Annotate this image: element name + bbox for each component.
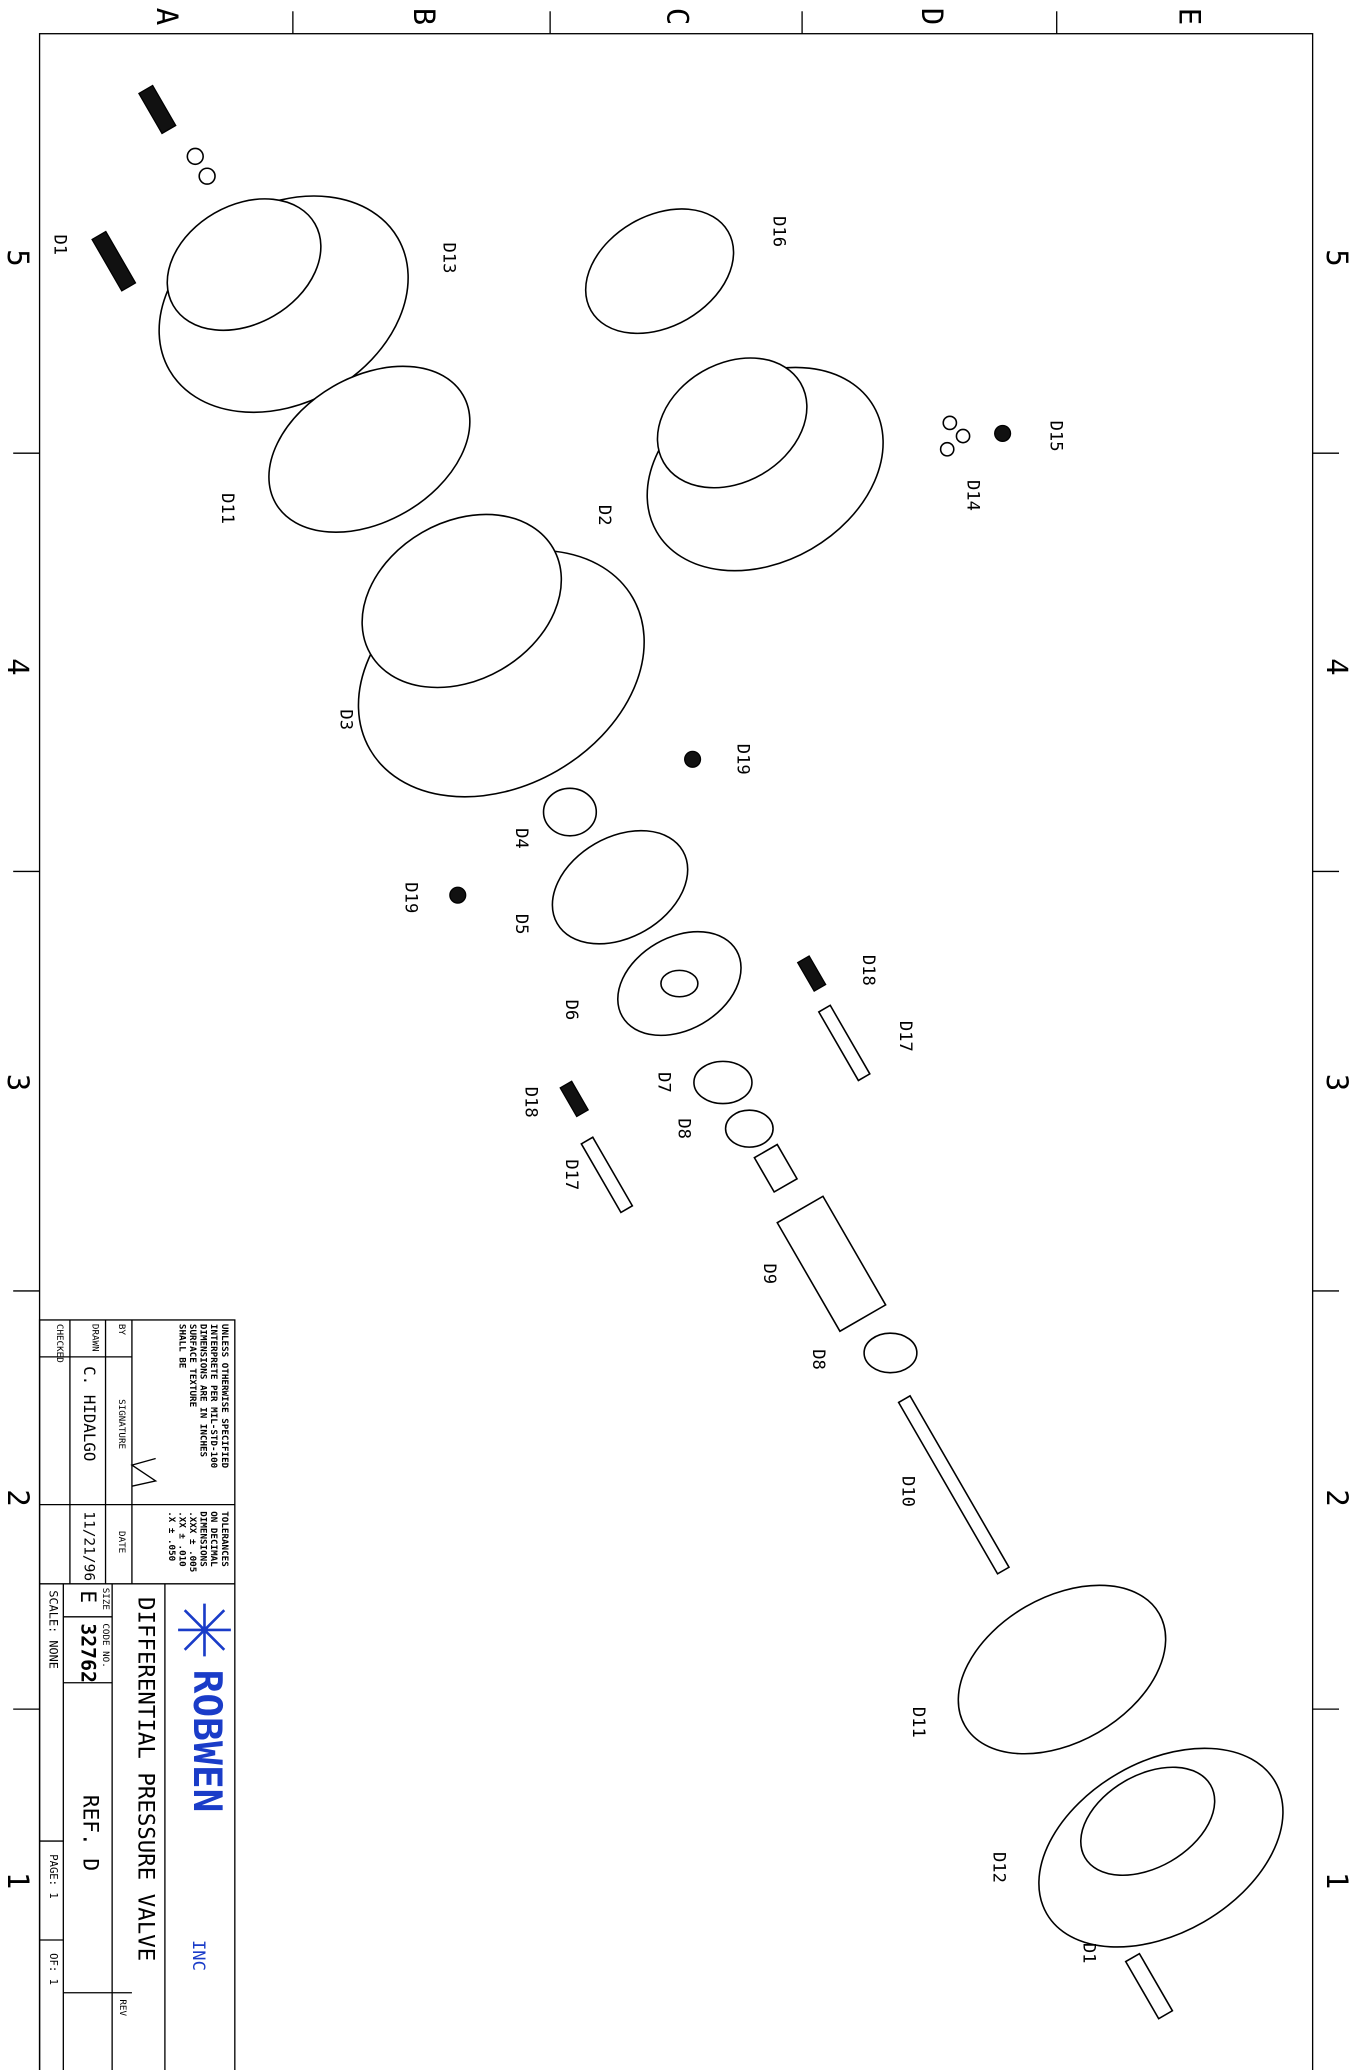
part-label: D10 [898, 1476, 918, 1507]
part-label: D11 [908, 1707, 928, 1738]
note: UNLESS OTHERWISE SPECIFIED [219, 1324, 230, 1469]
tolerance: DIMENSIONS [198, 1511, 209, 1567]
part-label: D18 [520, 1087, 540, 1118]
row-label: 3 [1320, 1074, 1354, 1091]
part-label: D9 [759, 1263, 779, 1284]
tolerance: .XXX ± .005 [187, 1511, 198, 1572]
row-label: 5 [1320, 249, 1354, 266]
header: BY [116, 1324, 127, 1336]
part-label: D15 [1045, 421, 1065, 452]
label: CHECKED [54, 1324, 65, 1363]
row-label: 2 [1320, 1489, 1354, 1506]
part-label: D2 [594, 505, 614, 526]
row-label: 4 [1, 658, 35, 675]
tolerance: .XX ± .010 [177, 1511, 188, 1567]
label: REV [117, 1999, 128, 2016]
part-label: D13 [439, 242, 459, 273]
tolerance: ON DECIMAL [208, 1511, 219, 1567]
header: DATE [116, 1531, 127, 1553]
part-label: D17 [895, 1021, 915, 1052]
row-label: 4 [1320, 658, 1354, 675]
drawing: AABBCCDDEE5544332211D1D13D16D15D14D2D11D… [0, 0, 1372, 2070]
part-label: D19 [733, 744, 753, 775]
part-label: D6 [561, 1000, 581, 1021]
page: {"border":{"columns":["A","B","C","D","E… [0, 0, 1372, 2070]
tolerance: TOLERANCES [219, 1511, 230, 1567]
note: INTERPRETE PER MIL-STD-100 [208, 1324, 219, 1468]
column-label: A [150, 8, 184, 25]
column-label: C [660, 8, 694, 25]
row-label: 1 [1, 1872, 35, 1889]
note: DIMENSIONS ARE IN INCHES [198, 1324, 209, 1457]
row-label: 2 [1, 1489, 35, 1506]
part-label: D8 [808, 1349, 828, 1370]
part-label: D5 [511, 914, 531, 935]
label: 11/21/96 [80, 1511, 96, 1581]
note: SHALL BE [177, 1324, 188, 1368]
label: REF. D [79, 1795, 104, 1871]
part-label: D16 [768, 216, 788, 247]
row-label: 1 [1320, 1872, 1354, 1889]
row-label: 5 [1, 249, 35, 266]
tolerance: .X ± .050 [166, 1511, 177, 1561]
part-label: D11 [217, 493, 237, 524]
part-label: D19 [400, 882, 420, 913]
part-label: D18 [858, 955, 878, 986]
part-label: D14 [962, 480, 982, 511]
company: ROBWEN [184, 1670, 230, 1813]
part-label: D1 [1078, 1943, 1098, 1964]
column-label: B [407, 8, 441, 25]
label: E [76, 1590, 101, 1603]
part-label: D1 [49, 234, 69, 255]
part-label: D17 [561, 1159, 581, 1190]
part-label: D7 [654, 1072, 674, 1093]
header: SIGNATURE [116, 1399, 127, 1449]
column-label: D [915, 8, 949, 25]
row-label: 3 [1, 1074, 35, 1091]
label: 32762 [77, 1623, 100, 1683]
note: SURFACE TEXTURE [187, 1324, 198, 1407]
column-label: E [1172, 8, 1206, 25]
part-label: D8 [673, 1118, 693, 1139]
part-label: D4 [511, 828, 531, 849]
label: INC [188, 1940, 208, 1971]
label: SIZE [100, 1588, 111, 1610]
label: SCALE: NONE [46, 1590, 60, 1669]
part-label: D3 [336, 709, 356, 730]
label: C. HIDALGO [80, 1366, 99, 1461]
label: PAGE: 1 [47, 1854, 59, 1898]
title: DIFFERENTIAL PRESSURE VALVE [133, 1597, 159, 1961]
label: CODE NO. [100, 1623, 111, 1667]
part-label: D12 [989, 1852, 1009, 1883]
label: DRAWN [89, 1324, 100, 1352]
parts-art [92, 86, 1318, 2019]
label: OF: 1 [47, 1953, 59, 1985]
